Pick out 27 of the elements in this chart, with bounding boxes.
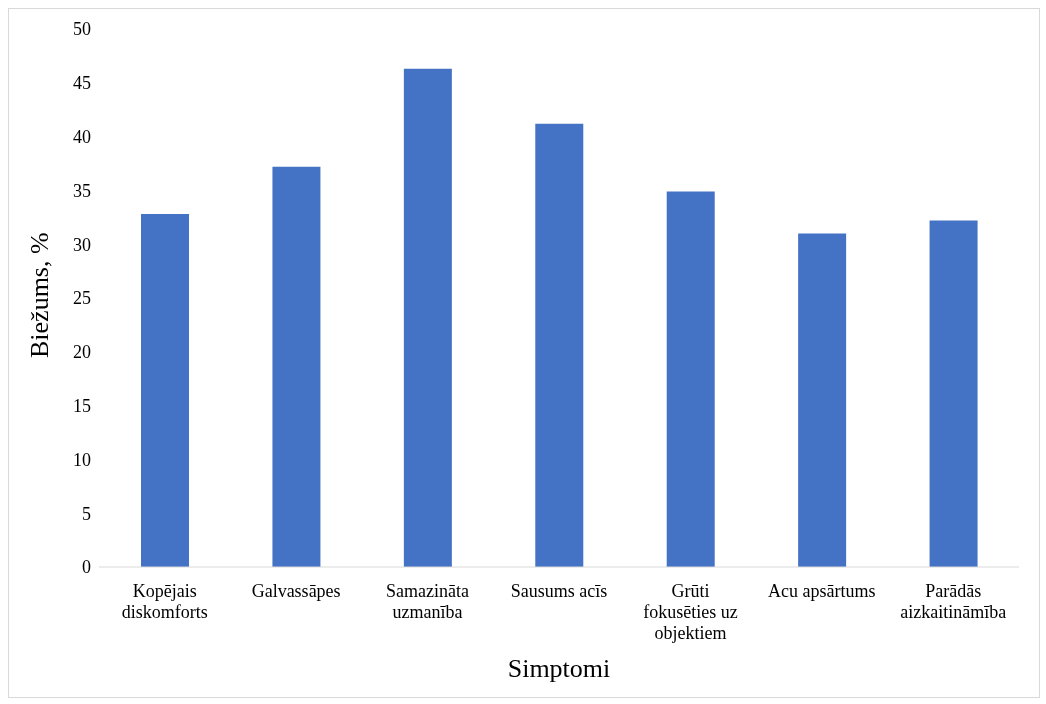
y-tick-label: 0	[82, 557, 91, 578]
y-tick-label: 10	[73, 449, 91, 470]
y-tick-label: 30	[73, 234, 91, 255]
x-tick-label: Samazināta uzmanība	[386, 581, 470, 622]
y-tick-label: 45	[73, 73, 91, 94]
bar	[403, 68, 452, 567]
y-tick-label: 40	[73, 126, 91, 147]
x-tick-label: Galvassāpes	[251, 581, 341, 601]
x-tick-label: Grūti fokusēties uz objektiem	[643, 581, 738, 643]
y-tick-label: 35	[73, 180, 91, 201]
x-tick-label: Parādās aizkaitināmība	[900, 581, 1007, 622]
x-tick-label: Kopējais diskomforts	[121, 581, 208, 622]
bar	[929, 220, 978, 567]
y-tick-label: 25	[73, 288, 91, 309]
bar	[666, 191, 715, 567]
y-tick-label: 50	[73, 19, 91, 40]
bar	[141, 214, 189, 567]
bar	[272, 166, 321, 567]
y-tick-label: 5	[82, 503, 91, 524]
bar	[798, 233, 847, 567]
y-axis-title: Biežums, %	[25, 232, 55, 358]
x-tick-label: Sausums acīs	[510, 581, 608, 601]
bar	[535, 123, 584, 567]
y-tick-label: 20	[73, 342, 91, 363]
x-axis-title: Simptomi	[507, 654, 611, 683]
y-tick-label: 15	[73, 395, 91, 416]
x-tick-label: Acu apsārtums	[768, 581, 876, 601]
